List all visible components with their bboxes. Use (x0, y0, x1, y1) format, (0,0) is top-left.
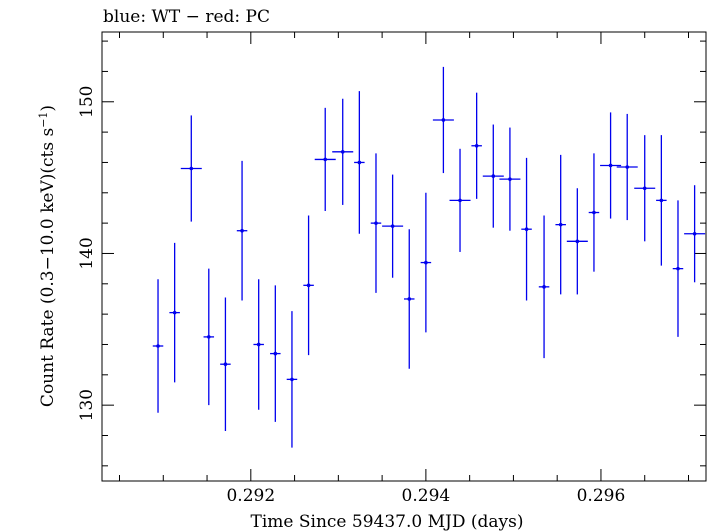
data-point (555, 154, 566, 295)
data-point (566, 188, 588, 295)
data-point (521, 157, 532, 301)
point-marker (558, 222, 563, 227)
data-point (656, 135, 667, 266)
data-point (180, 115, 202, 222)
data-point (354, 91, 365, 234)
point-marker (458, 198, 462, 203)
y-axis-label-main: Count Rate (0.3−10.0 keV)(cts s (38, 128, 58, 407)
point-marker (407, 297, 412, 301)
data-point (588, 153, 600, 272)
y-axis-label: Count Rate (0.3−10.0 keV)(cts s−1) (37, 105, 58, 407)
point-marker (608, 163, 613, 168)
point-marker (189, 166, 194, 171)
y-axis-label-superscript: −1 (37, 112, 50, 128)
point-marker (357, 160, 362, 165)
data-point (203, 268, 215, 406)
data-point (684, 185, 706, 283)
x-tick-label: 0.292 (226, 486, 275, 506)
data-point (449, 148, 471, 252)
data-point (471, 92, 482, 199)
data-point (270, 285, 281, 422)
data-point (432, 66, 454, 174)
data-point (220, 297, 231, 431)
point-marker (592, 210, 596, 215)
point-marker (240, 228, 244, 233)
data-point (314, 107, 336, 211)
data-point (382, 174, 404, 278)
chart-title: blue: WT − red: PC (103, 7, 270, 27)
y-tick-label: 150 (77, 86, 97, 118)
point-marker (474, 143, 479, 148)
data-point (286, 311, 298, 448)
data-point (253, 279, 264, 410)
data-point (152, 279, 164, 413)
data-point (499, 127, 521, 231)
point-marker (290, 377, 294, 382)
data-point (634, 135, 656, 242)
data-point (236, 160, 248, 301)
point-marker (206, 335, 211, 339)
data-point (404, 229, 415, 369)
point-marker (692, 231, 697, 236)
x-axis-ticks: 0.292 0.294 0.296 (119, 32, 689, 506)
point-marker (306, 283, 311, 288)
data-point (420, 192, 432, 333)
point-marker (273, 351, 278, 356)
point-marker (172, 310, 177, 315)
point-marker (256, 342, 261, 347)
point-marker (156, 344, 160, 348)
point-marker (323, 157, 328, 162)
y-tick-label: 140 (77, 237, 97, 269)
data-point (332, 98, 354, 205)
point-marker (676, 266, 680, 271)
point-marker (542, 285, 546, 289)
data-points (152, 66, 706, 448)
x-axis-label: Time Since 59437.0 MJD (days) (251, 512, 524, 532)
point-marker (642, 186, 647, 191)
data-point (672, 200, 684, 337)
y-tick-label: 130 (77, 389, 97, 421)
data-point (370, 153, 382, 293)
point-marker (340, 150, 345, 154)
point-marker (441, 118, 446, 122)
point-marker (424, 260, 428, 265)
data-point (482, 124, 504, 228)
x-tick-label: 0.294 (402, 486, 451, 506)
data-point (538, 215, 550, 359)
point-marker (659, 198, 664, 203)
point-marker (625, 165, 630, 169)
point-marker (223, 362, 228, 366)
data-point (600, 112, 622, 219)
data-point (303, 215, 314, 356)
y-axis-ticks: 130 140 150 (77, 40, 706, 467)
point-marker (524, 227, 529, 231)
point-marker (491, 174, 496, 178)
y-axis-label-end: ) (38, 105, 58, 112)
point-marker (575, 239, 580, 244)
point-marker (374, 221, 378, 225)
x-tick-label: 0.296 (577, 486, 626, 506)
point-marker (390, 224, 395, 228)
data-point (169, 242, 180, 383)
point-marker (508, 177, 512, 181)
plot-frame (101, 31, 707, 482)
data-point (616, 113, 638, 221)
